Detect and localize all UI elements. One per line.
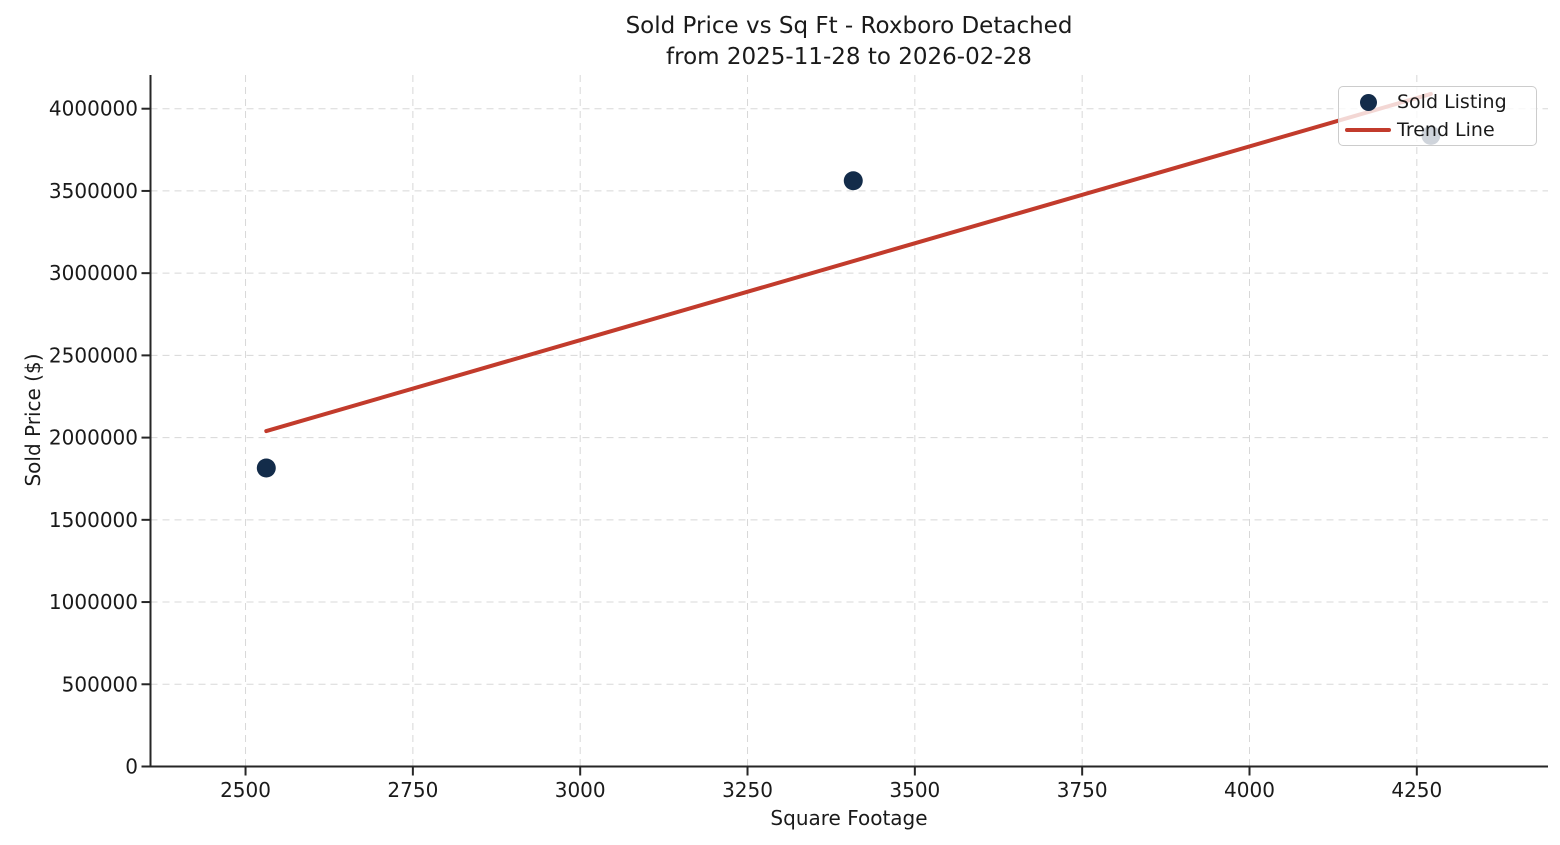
x-tick-label-2500: 2500	[220, 778, 271, 802]
y-tick-label-3000000: 3000000	[49, 261, 138, 285]
y-tick-label-0: 0	[125, 755, 138, 779]
y-tick-label-2500000: 2500000	[49, 343, 138, 367]
chart-title-line2: from 2025-11-28 to 2026-02-28	[666, 44, 1032, 70]
x-tick-label-2750: 2750	[387, 778, 438, 802]
x-tick-label-4250: 4250	[1391, 778, 1442, 802]
y-tick-label-4000000: 4000000	[49, 97, 138, 121]
y-tick-label-1000000: 1000000	[49, 590, 138, 614]
legend-item-trend-line: Trend Line	[1339, 117, 1536, 143]
x-tick-label-3500: 3500	[889, 778, 940, 802]
y-tick-label-1500000: 1500000	[49, 508, 138, 532]
legend-item-sold-listing: Sold Listing	[1339, 89, 1536, 115]
x-axis-label: Square Footage	[770, 806, 928, 830]
y-tick-label-2000000: 2000000	[49, 426, 138, 450]
legend: Sold Listing Trend Line	[1338, 86, 1537, 146]
sold-listing-dot-icon	[1359, 93, 1377, 111]
x-tick-label-3250: 3250	[722, 778, 773, 802]
y-axis-label: Sold Price ($)	[21, 353, 45, 487]
trend-line	[264, 91, 1433, 434]
chart-title: Sold Price vs Sq Ft - Roxboro Detached f…	[626, 11, 1073, 73]
chart-title-line1: Sold Price vs Sq Ft - Roxboro Detached	[625, 13, 1073, 39]
legend-label: Trend Line	[1397, 119, 1495, 141]
y-tick-label-500000: 500000	[62, 672, 138, 696]
scatter-point	[256, 458, 276, 478]
legend-label: Sold Listing	[1397, 91, 1507, 113]
scatter-point	[843, 171, 863, 191]
x-tick-label-4000: 4000	[1224, 778, 1275, 802]
y-tick-label-3500000: 3500000	[49, 179, 138, 203]
x-tick-label-3750: 3750	[1057, 778, 1108, 802]
x-tick-label-3000: 3000	[555, 778, 606, 802]
trend-line-swatch-icon	[1345, 127, 1391, 133]
